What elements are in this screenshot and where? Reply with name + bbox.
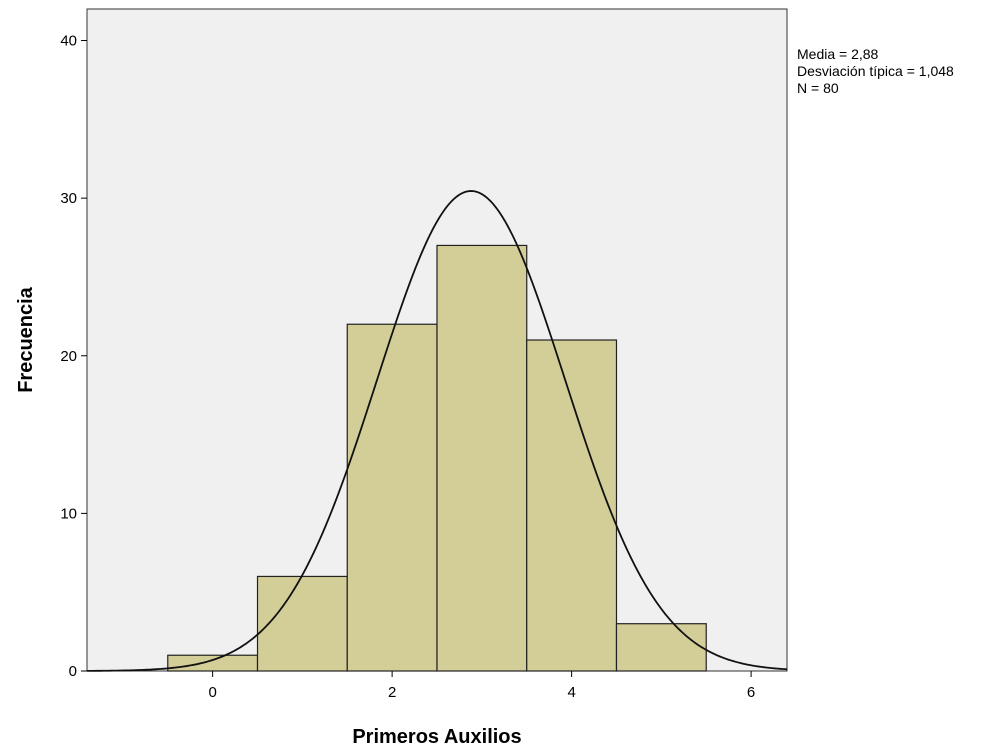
stats-std-dev: Desviación típica = 1,048	[797, 63, 954, 79]
x-tick-label-0: 0	[208, 684, 216, 701]
stats-n: N = 80	[797, 80, 839, 96]
y-tick-label-10: 10	[60, 505, 77, 522]
bars-layer	[167, 244, 707, 672]
histogram-bar-4	[526, 339, 618, 672]
stats-box: Media = 2,88 Desviación típica = 1,048 N…	[797, 46, 954, 96]
x-tick-label-4: 4	[567, 684, 575, 701]
y-tick-label-0: 0	[69, 663, 77, 680]
histogram-bar-5	[615, 623, 707, 672]
y-tick-label-30: 30	[60, 190, 77, 207]
normal-curve	[86, 190, 788, 672]
x-axis-title: Primeros Auxilios	[352, 726, 521, 748]
y-tick-label-20: 20	[60, 348, 77, 365]
histogram-bar-1	[256, 575, 348, 672]
stats-mean: Media = 2,88	[797, 46, 879, 62]
x-tick-label-2: 2	[388, 684, 396, 701]
y-tick-label-40: 40	[60, 33, 77, 50]
histogram-bar-3	[436, 244, 528, 672]
histogram-bar-2	[346, 323, 438, 672]
x-tick-label-6: 6	[747, 684, 755, 701]
axis-layer: 0 10 20 30 40 0 2 4 6	[60, 33, 755, 701]
y-axis-title: Frecuencia	[15, 286, 37, 392]
histogram-bar-0	[167, 654, 259, 672]
